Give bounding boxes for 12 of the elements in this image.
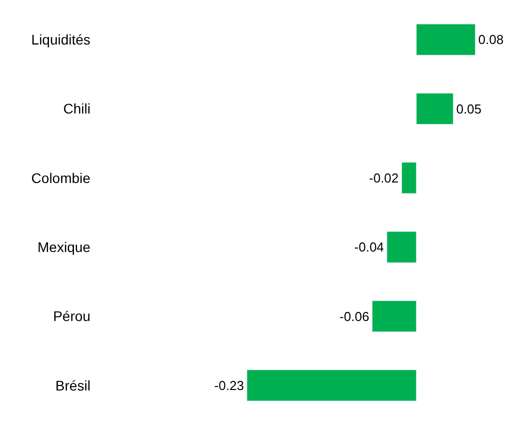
y-tick-label: Pérou	[53, 308, 90, 324]
y-tick-label: Colombie	[31, 170, 91, 186]
y-tick-label: Chili	[63, 100, 90, 117]
y-tick-label: Liquidités	[31, 31, 90, 48]
data-label: -0.06	[340, 308, 370, 324]
data-label: -0.04	[354, 240, 384, 255]
data-label: -0.23	[214, 378, 244, 393]
data-label: 0.05	[456, 101, 482, 116]
data-label: 0.08	[478, 32, 504, 48]
y-tick-label: Brésil	[55, 377, 90, 394]
y-tick-label: Mexique	[38, 238, 91, 255]
data-label: -0.02	[369, 170, 399, 186]
